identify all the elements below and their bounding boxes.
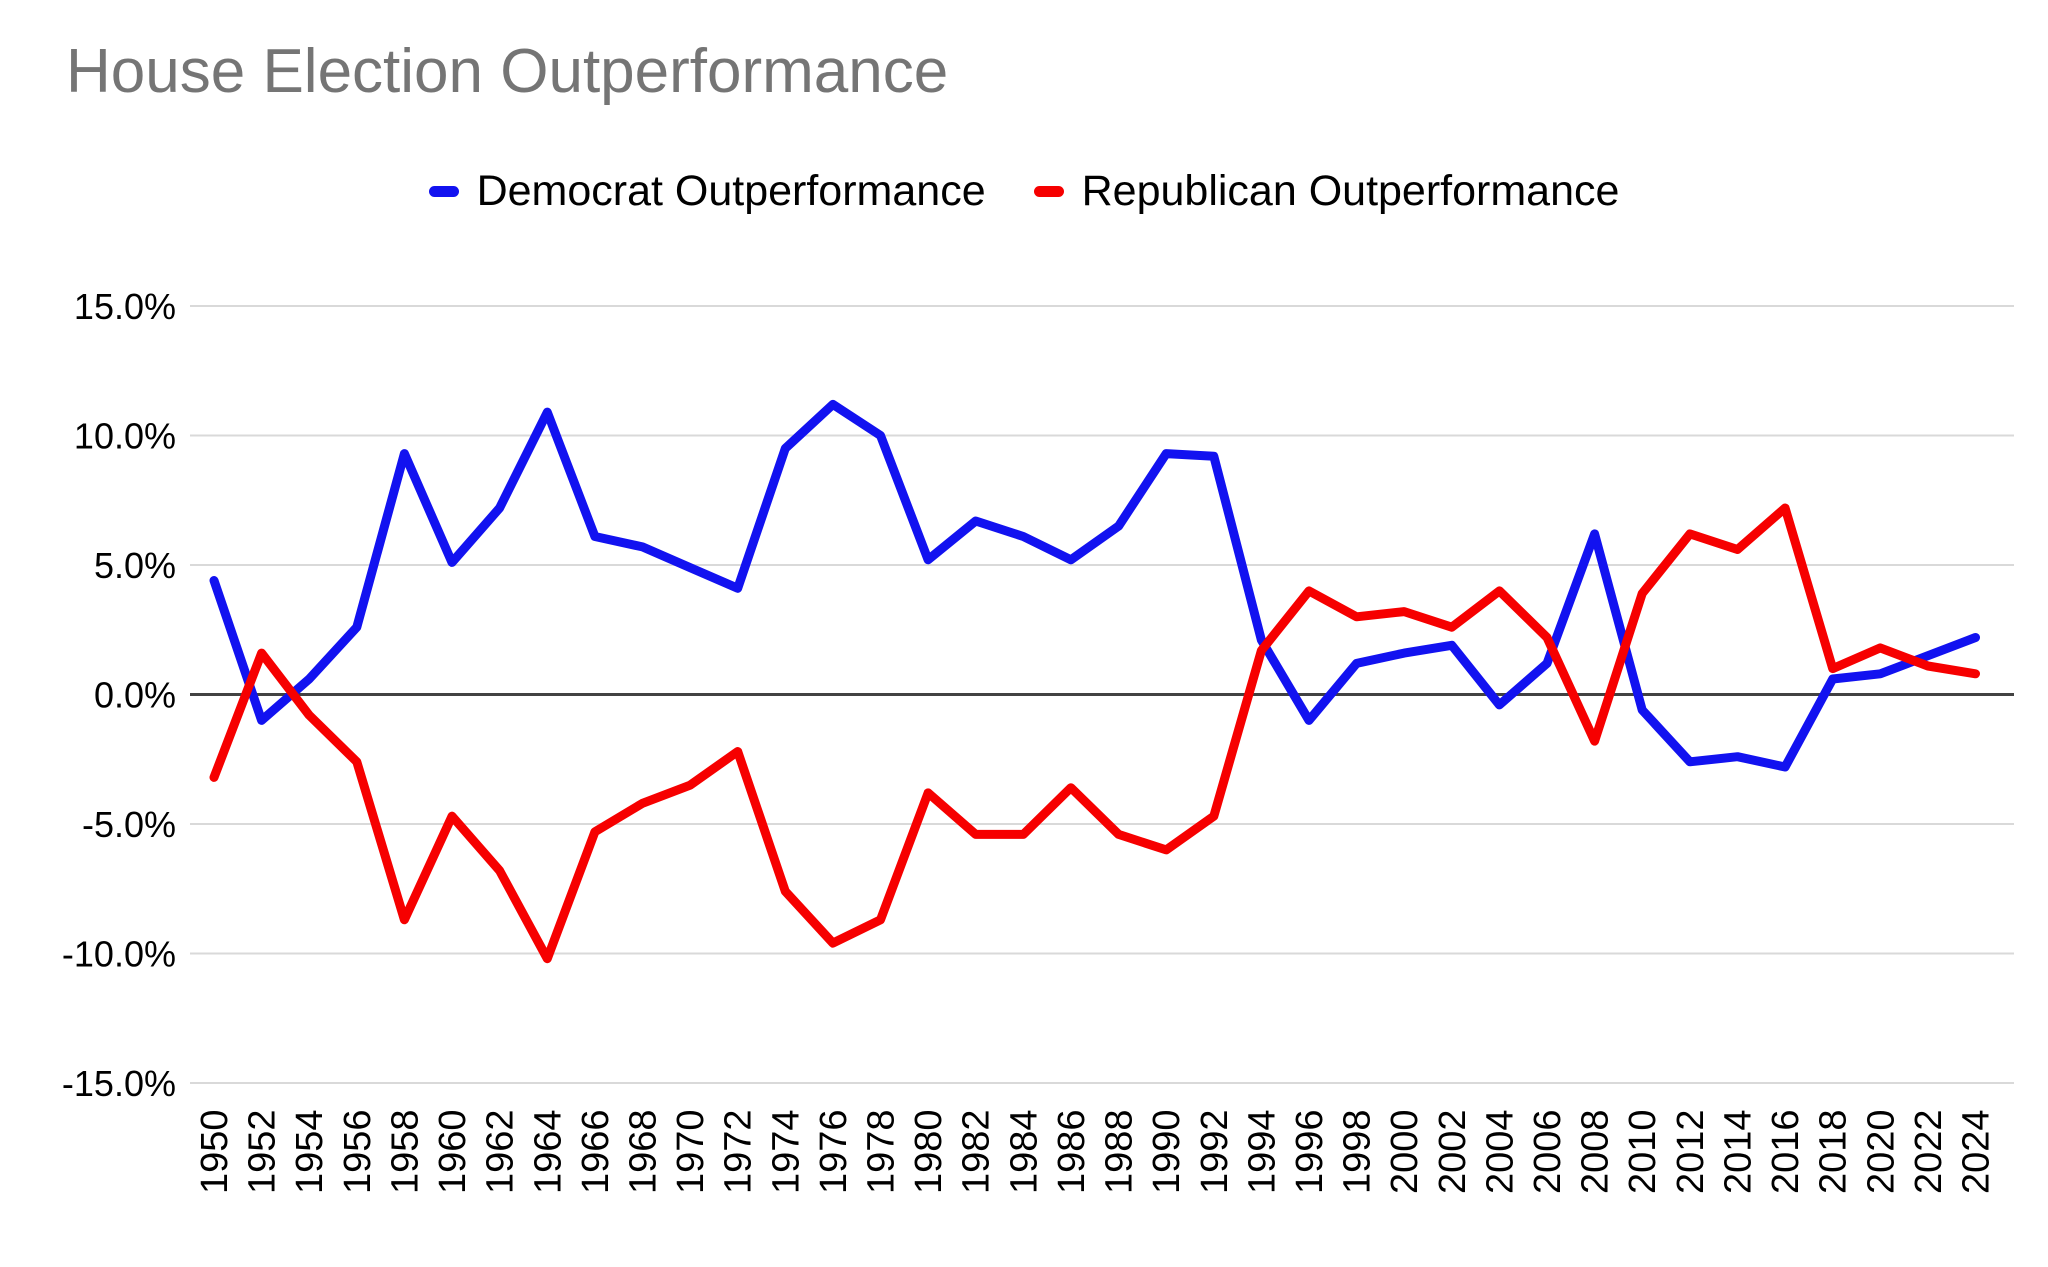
x-tick-label: 2022 [1908, 1109, 1950, 1194]
republican-legend-label: Republican Outperformance [1081, 167, 1620, 215]
x-tick-label: 1960 [432, 1109, 474, 1194]
series-line-republican [209, 503, 1980, 964]
x-tick-label: 2006 [1527, 1109, 1569, 1194]
x-tick-label: 1998 [1337, 1109, 1379, 1194]
legend-item-republican: Republican Outperformance [1033, 167, 1620, 215]
legend: Democrat Outperformance Republican Outpe… [0, 170, 2048, 213]
x-tick-label: 1980 [908, 1109, 950, 1194]
y-tick-label: 0.0% [94, 675, 176, 716]
x-tick-label: 1962 [480, 1109, 522, 1194]
x-tick-label: 1990 [1146, 1109, 1188, 1194]
democrat-legend-label: Democrat Outperformance [476, 167, 986, 215]
x-tick-label: 1996 [1289, 1109, 1331, 1194]
republican-legend-marker-icon [1033, 186, 1064, 197]
x-tick-label: 2016 [1765, 1109, 1807, 1194]
x-tick-label: 1988 [1099, 1109, 1141, 1194]
y-tick-label: 10.0% [74, 416, 176, 457]
x-tick-label: 2018 [1813, 1109, 1855, 1194]
x-tick-label: 2020 [1860, 1109, 1902, 1194]
x-tick-label: 1982 [956, 1109, 998, 1194]
x-tick-label: 2000 [1384, 1109, 1426, 1194]
x-tick-label: 1964 [527, 1109, 569, 1194]
x-tick-label: 2008 [1575, 1109, 1617, 1194]
x-tick-label: 1970 [670, 1109, 712, 1194]
x-tick-label: 2014 [1717, 1109, 1759, 1194]
legend-item-democrat: Democrat Outperformance [428, 167, 986, 215]
x-tick-label: 1958 [384, 1109, 426, 1194]
y-tick-label: -10.0% [62, 934, 176, 975]
x-tick-label: 1994 [1241, 1109, 1283, 1194]
x-tick-label: 2004 [1479, 1109, 1521, 1194]
democrat-legend-marker-icon [428, 186, 459, 197]
y-tick-label: 15.0% [74, 286, 176, 327]
x-tick-label: 1952 [242, 1109, 284, 1194]
x-tick-label: 1954 [289, 1109, 331, 1194]
chart-title: House Election Outperformance [66, 37, 949, 106]
x-tick-label: 1986 [1051, 1109, 1093, 1194]
x-tick-label: 1950 [194, 1109, 236, 1194]
x-tick-label: 1968 [622, 1109, 664, 1194]
y-tick-label: 5.0% [94, 545, 176, 586]
x-tick-label: 2024 [1956, 1109, 1998, 1194]
x-tick-label: 1978 [861, 1109, 903, 1194]
x-tick-label: 2012 [1670, 1109, 1712, 1194]
x-tick-label: 1974 [765, 1109, 807, 1194]
x-tick-label: 1976 [813, 1109, 855, 1194]
x-tick-label: 2002 [1432, 1109, 1474, 1194]
x-tick-label: 1984 [1003, 1109, 1045, 1194]
x-tick-label: 2010 [1622, 1109, 1664, 1194]
x-tick-label: 1956 [337, 1109, 379, 1194]
x-tick-label: 1992 [1194, 1109, 1236, 1194]
series-line-democrat [209, 399, 1980, 772]
x-tick-label: 1972 [718, 1109, 760, 1194]
y-tick-label: -15.0% [62, 1063, 176, 1104]
y-tick-label: -5.0% [82, 804, 176, 845]
x-tick-label: 1966 [575, 1109, 617, 1194]
